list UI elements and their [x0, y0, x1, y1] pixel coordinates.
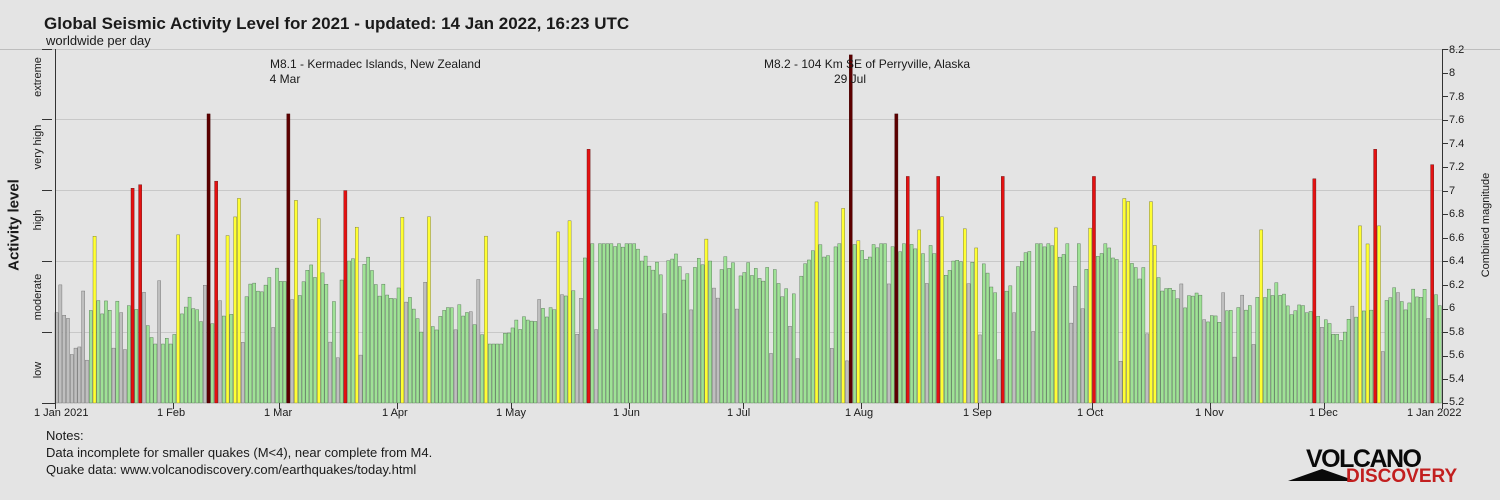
svg-text:DISCOVERY: DISCOVERY [1346, 466, 1458, 487]
